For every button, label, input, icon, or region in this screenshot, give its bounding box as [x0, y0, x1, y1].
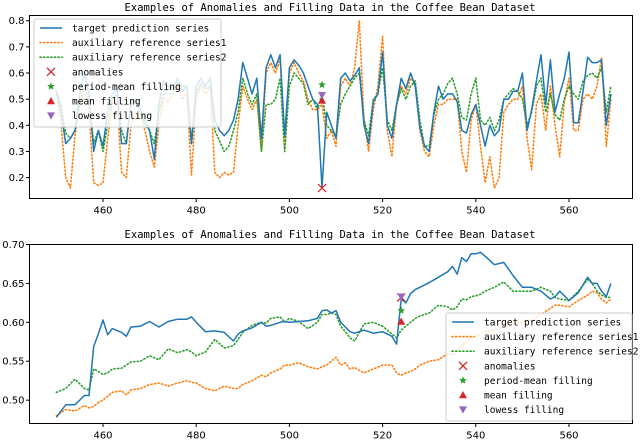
- y-tick-label: 0.4: [9, 121, 25, 132]
- triangle-down-marker-icon: [397, 293, 406, 301]
- chart-top: Examples of Anomalies and Filling Data i…: [9, 2, 633, 217]
- legend-item-label: lowess filling: [72, 111, 152, 122]
- triangle-up-marker-icon: [47, 97, 55, 105]
- star-marker-icon: [318, 80, 326, 89]
- x-tick-label: 460: [93, 206, 112, 217]
- legend-item-label: auxiliary reference series1: [484, 332, 639, 343]
- triangle-down-marker-icon: [318, 92, 327, 100]
- legend-item-label: target prediction series: [72, 24, 209, 35]
- triangle-down-marker-icon: [459, 406, 467, 414]
- series-line: [55, 19, 612, 189]
- legend-item-label: target prediction series: [484, 318, 621, 329]
- legend-item-label: anomalies: [72, 67, 123, 78]
- series-line: [55, 251, 612, 418]
- anomaly-x-icon: [317, 183, 327, 193]
- chart-top-y-axis: 0.2 0.3 0.4 0.5 0.6 0.7 0.8: [9, 16, 30, 184]
- x-tick-label: 480: [187, 206, 206, 217]
- legend-item-label: lowess filling: [484, 405, 564, 416]
- legend-item-label: auxiliary reference series2: [72, 53, 226, 64]
- chart-top-frame: [29, 15, 633, 199]
- legend-item-label: mean filling: [484, 391, 553, 402]
- legend-item-label: period-mean filling: [72, 82, 181, 93]
- series-line: [55, 278, 612, 394]
- y-tick-label: 0.60: [2, 318, 24, 329]
- x-tick-label: 480: [187, 431, 206, 441]
- legend-item-label: anomalies: [484, 361, 535, 372]
- chart-top-title: Examples of Anomalies and Filling Data i…: [125, 2, 536, 14]
- star-marker-icon: [47, 82, 55, 90]
- chart-top-plot-area: [55, 19, 612, 193]
- chart-bottom-x-axis: 460 480 500 520 540 560: [93, 423, 579, 441]
- triangle-up-marker-icon: [318, 96, 327, 104]
- x-tick-label: 520: [373, 431, 392, 441]
- x-tick-label: 540: [466, 431, 485, 441]
- anomaly-x-icon: [458, 361, 468, 371]
- triangle-up-marker-icon: [397, 317, 406, 325]
- chart-top-x-axis: 460 480 500 520 540 560: [93, 198, 579, 217]
- chart-bottom-y-axis: 0.50 0.55 0.60 0.65 0.70: [2, 240, 30, 407]
- star-marker-icon: [459, 376, 467, 384]
- anomaly-x-icon: [46, 67, 56, 77]
- chart-bottom: Examples of Anomalies and Filling Data i…: [2, 229, 638, 441]
- x-tick-label: 540: [466, 206, 485, 217]
- x-tick-label: 500: [280, 206, 299, 217]
- chart-top-legend: target prediction series auxiliary refere…: [33, 18, 227, 128]
- x-tick-label: 560: [559, 206, 578, 217]
- y-tick-label: 0.65: [2, 279, 24, 290]
- legend-item-label: mean filling: [72, 97, 141, 108]
- y-tick-label: 0.50: [2, 396, 24, 407]
- y-tick-label: 0.70: [2, 240, 24, 251]
- legend-item-label: period-mean filling: [484, 376, 593, 387]
- y-tick-label: 0.6: [9, 69, 25, 80]
- x-tick-label: 500: [280, 431, 299, 441]
- y-tick-label: 0.3: [9, 147, 25, 158]
- x-tick-label: 460: [93, 431, 112, 441]
- chart-bottom-title: Examples of Anomalies and Filling Data i…: [125, 229, 536, 241]
- triangle-up-marker-icon: [459, 391, 467, 399]
- y-tick-label: 0.7: [9, 42, 25, 53]
- y-tick-label: 0.8: [9, 16, 25, 27]
- y-tick-label: 0.2: [9, 173, 25, 184]
- y-tick-label: 0.5: [9, 95, 25, 106]
- star-marker-icon: [397, 306, 406, 314]
- legend-item-label: auxiliary reference series2: [484, 347, 638, 358]
- legend-item-label: auxiliary reference series1: [72, 38, 227, 49]
- chart-bottom-legend: target prediction series auxiliary refere…: [445, 312, 639, 422]
- x-tick-label: 520: [373, 206, 392, 217]
- y-tick-label: 0.55: [2, 357, 24, 368]
- triangle-down-marker-icon: [47, 112, 55, 120]
- x-tick-label: 560: [559, 431, 578, 441]
- series-line: [55, 51, 612, 189]
